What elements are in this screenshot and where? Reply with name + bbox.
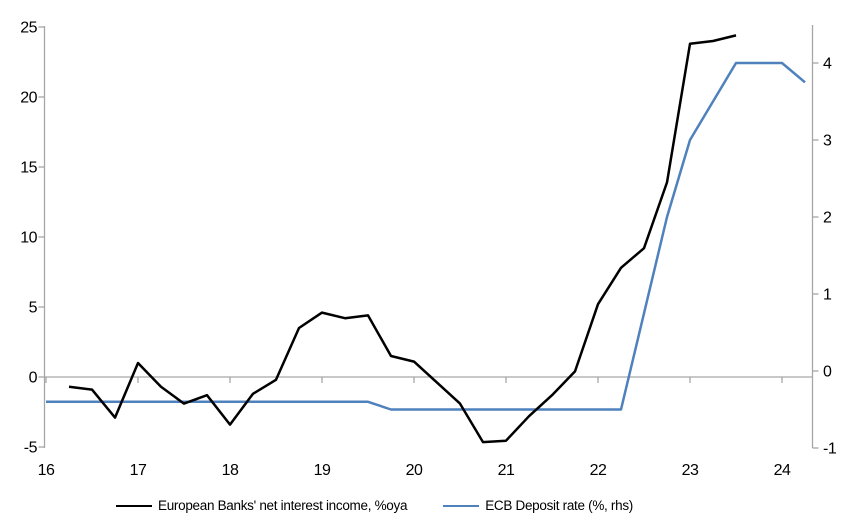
y-axis-left-label: 0 xyxy=(29,370,38,387)
y-axis-right-label: 1 xyxy=(823,287,832,304)
legend-item-net-interest-income: European Banks' net interest income, %oy… xyxy=(116,498,407,513)
y-axis-right-label: -1 xyxy=(823,441,837,458)
y-axis-right-label: 3 xyxy=(823,133,832,150)
x-axis-label: 24 xyxy=(774,462,791,479)
series-line-net-interest-income xyxy=(68,34,737,444)
x-axis-label: 17 xyxy=(130,462,147,479)
y-axis-left-label: 15 xyxy=(20,160,37,177)
legend-label-ecb-deposit-rate: ECB Deposit rate (%, rhs) xyxy=(485,498,633,513)
x-axis-label: 18 xyxy=(222,462,239,479)
x-axis-label: 20 xyxy=(406,462,423,479)
legend-item-ecb-deposit-rate: ECB Deposit rate (%, rhs) xyxy=(443,498,633,513)
y-axis-right-label: 0 xyxy=(823,364,832,381)
legend-line-swatch-blue xyxy=(443,504,480,507)
x-axis-label: 23 xyxy=(682,462,699,479)
y-axis-left-label: 20 xyxy=(20,90,37,107)
y-axis-left-label: 10 xyxy=(20,230,37,247)
legend: European Banks' net interest income, %oy… xyxy=(116,498,633,513)
y-axis-right-label: 2 xyxy=(823,210,832,227)
y-axis-left-label: -5 xyxy=(24,440,38,457)
series-line-ecb-deposit-rate xyxy=(46,61,806,411)
legend-line-swatch-black xyxy=(116,504,152,507)
x-axis-label: 21 xyxy=(498,462,515,479)
x-axis-label: 19 xyxy=(314,462,331,479)
y-axis-right-label: 4 xyxy=(823,56,832,73)
y-axis-left-label: 25 xyxy=(20,20,37,37)
legend-label-net-interest-income: European Banks' net interest income, %oy… xyxy=(158,498,408,513)
y-axis-left-label: 5 xyxy=(29,300,38,317)
x-axis-label: 22 xyxy=(590,462,607,479)
x-axis-label: 16 xyxy=(38,462,55,479)
